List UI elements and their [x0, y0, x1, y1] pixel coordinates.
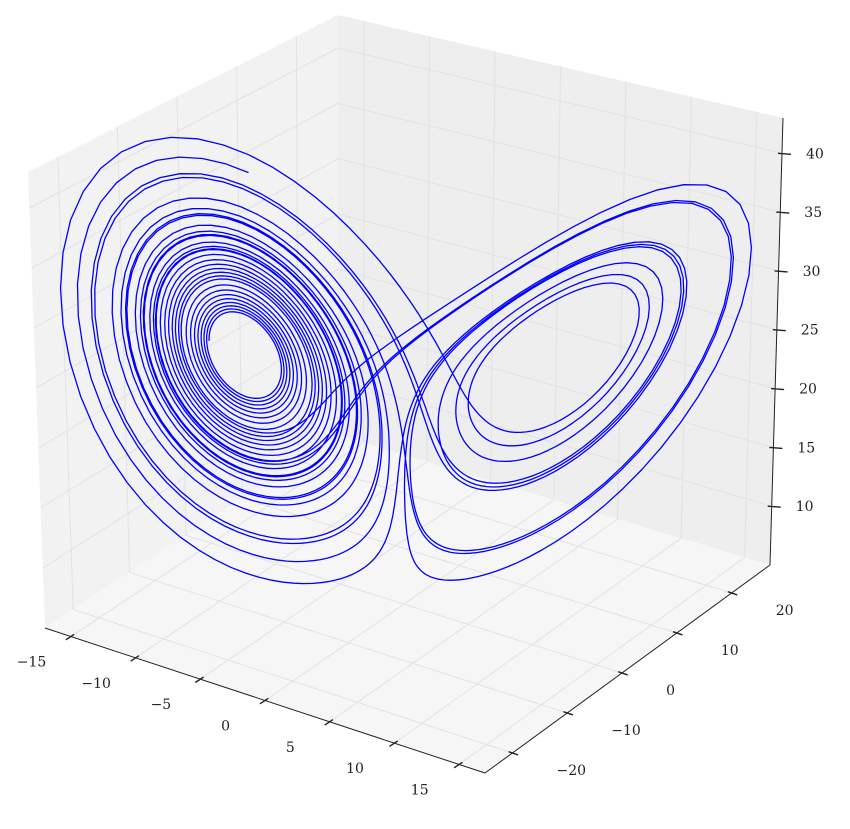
grid-line-z-back [337, 324, 774, 448]
grid-line-x-back [744, 111, 758, 558]
z-tick [777, 152, 792, 155]
z-tick [769, 446, 783, 450]
z-tick-label: 40 [806, 146, 824, 162]
axis-panes [28, 15, 783, 773]
z-tick-label: 15 [797, 440, 815, 456]
z-tick-label: 30 [803, 264, 821, 280]
grid-line-y-floor [298, 460, 732, 594]
z-axis-line [769, 117, 784, 566]
grid-line-x-back [680, 96, 692, 539]
x-tick [324, 719, 334, 726]
grid-line-x-back [553, 66, 561, 501]
grid-line-z-back [337, 158, 779, 272]
grid-line-y-floor [129, 571, 568, 714]
x-tick-label: −15 [17, 655, 47, 671]
y-tick-label: 10 [721, 643, 739, 659]
z-tick-label: 25 [801, 323, 819, 339]
grid-line-y-left [57, 156, 74, 610]
grid-line-y-left [116, 126, 130, 573]
y-tick [672, 631, 683, 636]
grid-line-y-floor [242, 497, 677, 634]
y-tick [617, 671, 628, 676]
x-tick [259, 697, 269, 705]
x-tick [389, 740, 399, 747]
y-axis-line [484, 564, 771, 774]
x-tick [130, 655, 140, 662]
trajectory-series [59, 136, 753, 585]
z-tick [774, 270, 788, 273]
x-tick-label: −10 [81, 676, 111, 692]
axis-ticks [65, 152, 792, 769]
x-tick-label: −5 [151, 697, 172, 713]
lorenz-trajectory-line [59, 136, 753, 585]
grid-line-y-floor [73, 608, 513, 754]
z-tick [767, 505, 781, 508]
grid-line-z-left [31, 102, 339, 269]
z-tick-label: 20 [799, 382, 817, 398]
grid-line-x-back [490, 51, 496, 481]
z-tick [771, 387, 785, 391]
grid-line-z-back [337, 102, 781, 213]
grid-line-x-back [426, 36, 431, 462]
grid-line-x-floor [329, 518, 618, 723]
grid-line-x-floor [458, 556, 745, 765]
y-tick [563, 711, 574, 716]
back-pane [338, 15, 783, 565]
z-tick [776, 211, 790, 214]
grid-line-z-left [29, 47, 339, 209]
grid-line-z-left [38, 268, 339, 449]
x-tick-label: 0 [221, 719, 230, 735]
y-tick-label: −20 [557, 763, 587, 779]
grid-line-z-back [337, 47, 783, 154]
y-tick [508, 751, 519, 756]
y-tick [727, 591, 738, 596]
x-tick [194, 676, 204, 684]
z-tick [772, 329, 786, 332]
grid-line-y-floor [185, 534, 623, 674]
y-tick-label: −10 [611, 723, 641, 739]
x-tick-label: 10 [346, 761, 364, 777]
grid-line-z-back [337, 268, 776, 390]
grid-line-z-left [42, 379, 339, 569]
x-tick [453, 761, 463, 769]
grid-line-y-left [176, 96, 187, 536]
x-tick-label: 5 [286, 740, 295, 756]
y-tick-label: 0 [666, 683, 675, 699]
floor-pane [45, 435, 770, 773]
tick-labels: −15 −10 −5 0 5 10 15 −20 −10 0 10 20 10 15 20 25 30 35 40 [17, 146, 824, 798]
grid-line-z-back [337, 379, 772, 507]
grid-line-x-back [362, 21, 365, 443]
grid-line-z-left [33, 158, 339, 329]
z-tick-label: 10 [796, 499, 814, 515]
y-tick-label: 20 [776, 603, 794, 619]
grid-line-x-floor [264, 499, 555, 701]
z-tick-label: 35 [804, 205, 822, 221]
grid-line-x-floor [394, 537, 682, 744]
grid-line-x-floor [200, 480, 491, 680]
grid-line-y-left [295, 36, 300, 462]
x-tick-label: 15 [411, 783, 429, 799]
grid-line-x-back [617, 81, 627, 520]
x-tick [65, 633, 75, 641]
